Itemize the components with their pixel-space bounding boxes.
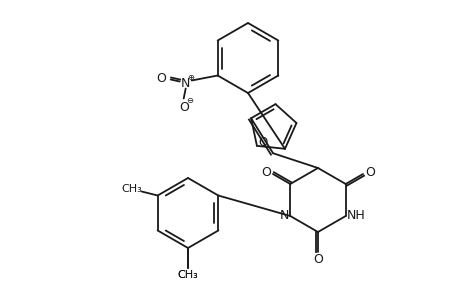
Text: N: N [180, 77, 190, 90]
Text: N: N [279, 209, 288, 223]
Text: O: O [260, 166, 270, 178]
Text: ⊕: ⊕ [187, 73, 194, 82]
Text: NH: NH [346, 209, 364, 223]
Text: O: O [364, 166, 374, 178]
Text: CH₃: CH₃ [177, 270, 198, 280]
Text: O: O [179, 101, 188, 114]
Text: ⊖: ⊖ [186, 96, 193, 105]
Text: O: O [258, 136, 267, 149]
Text: O: O [156, 72, 165, 85]
Text: CH₃: CH₃ [121, 184, 142, 194]
Text: O: O [313, 254, 322, 266]
Text: CH₃: CH₃ [177, 270, 198, 280]
